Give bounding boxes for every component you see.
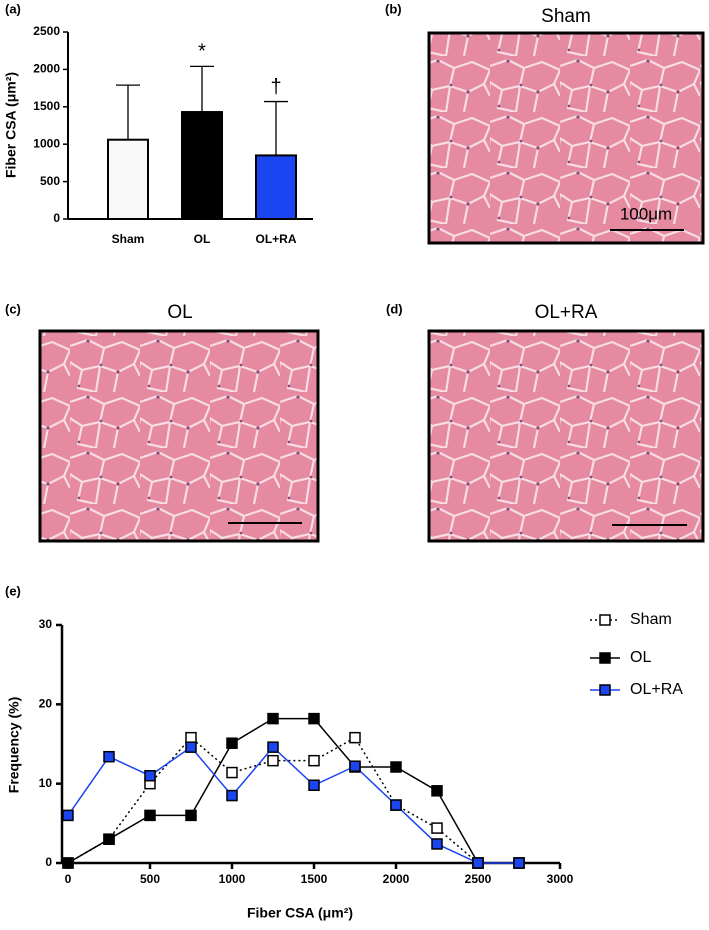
marker xyxy=(185,731,197,744)
marker xyxy=(62,857,74,869)
marker xyxy=(226,737,238,749)
legend-label: Sham xyxy=(630,611,672,628)
x-tick-label: 0 xyxy=(65,872,72,886)
x-axis-label: Fiber CSA (μm²) xyxy=(247,905,353,921)
x-tick-label: OL+RA xyxy=(255,232,296,246)
panel-label: (a) xyxy=(5,1,21,16)
bar xyxy=(107,138,149,221)
legend-label: OL xyxy=(630,649,651,666)
marker xyxy=(308,754,320,767)
x-tick-label: 2500 xyxy=(465,872,492,886)
marker xyxy=(513,857,525,869)
marker xyxy=(185,809,197,822)
marker xyxy=(349,731,361,744)
marker xyxy=(308,712,320,725)
marker xyxy=(267,754,279,767)
x-tick-label: 3000 xyxy=(547,872,574,886)
y-tick-label: 2000 xyxy=(33,62,60,76)
panel-label: (d) xyxy=(386,301,403,316)
series-line xyxy=(67,746,519,864)
marker xyxy=(267,741,279,753)
legend-marker xyxy=(599,614,611,626)
marker xyxy=(390,761,402,773)
marker xyxy=(431,785,443,797)
scale-label: 100μm xyxy=(620,204,672,223)
y-tick-label: 30 xyxy=(39,617,53,631)
histology-image xyxy=(427,329,705,543)
marker xyxy=(103,750,115,763)
series-line xyxy=(67,717,519,864)
marker xyxy=(144,809,156,822)
x-tick-label: 2000 xyxy=(383,872,410,886)
marker xyxy=(226,789,238,802)
y-tick-label: 1500 xyxy=(33,99,60,113)
marker xyxy=(103,833,115,845)
panel-label: (b) xyxy=(385,1,402,16)
x-tick-label: 500 xyxy=(140,872,160,886)
marker xyxy=(185,741,197,753)
y-tick-label: 0 xyxy=(53,211,60,225)
y-tick-label: 1000 xyxy=(33,136,60,150)
series-line xyxy=(67,736,519,864)
image-title: Sham xyxy=(541,6,591,27)
x-tick-label: 1500 xyxy=(301,872,328,886)
y-axis-label: Frequency (%) xyxy=(6,697,22,793)
marker xyxy=(226,766,238,779)
marker xyxy=(308,779,320,792)
legend-marker xyxy=(599,652,611,664)
y-tick-label: 20 xyxy=(39,697,53,711)
image-title: OL+RA xyxy=(535,302,598,323)
panel-label: (c) xyxy=(5,301,21,316)
bar xyxy=(255,154,297,220)
image-title: OL xyxy=(167,302,192,323)
marker xyxy=(267,712,279,725)
y-tick-label: 0 xyxy=(45,855,52,869)
x-tick-label: OL xyxy=(194,232,211,246)
histology-image xyxy=(38,329,320,543)
bar xyxy=(181,111,223,220)
y-tick-label: 2500 xyxy=(33,24,60,38)
y-tick-label: 500 xyxy=(40,174,60,188)
y-axis-label: Fiber CSA (μm²) xyxy=(3,72,19,178)
y-tick-label: 10 xyxy=(39,776,53,790)
annotation: * xyxy=(198,41,206,63)
x-tick-label: 1000 xyxy=(219,872,246,886)
legend-label: OL+RA xyxy=(630,681,683,698)
marker xyxy=(472,857,484,869)
legend-marker xyxy=(599,684,611,696)
histology-image xyxy=(427,31,705,245)
marker xyxy=(390,799,402,811)
annotation: † xyxy=(270,76,281,98)
marker xyxy=(349,760,361,772)
marker xyxy=(431,822,443,834)
marker xyxy=(62,809,74,822)
marker xyxy=(431,838,443,850)
marker xyxy=(144,769,156,782)
x-tick-label: Sham xyxy=(112,232,145,246)
panel-label: (e) xyxy=(5,583,21,598)
